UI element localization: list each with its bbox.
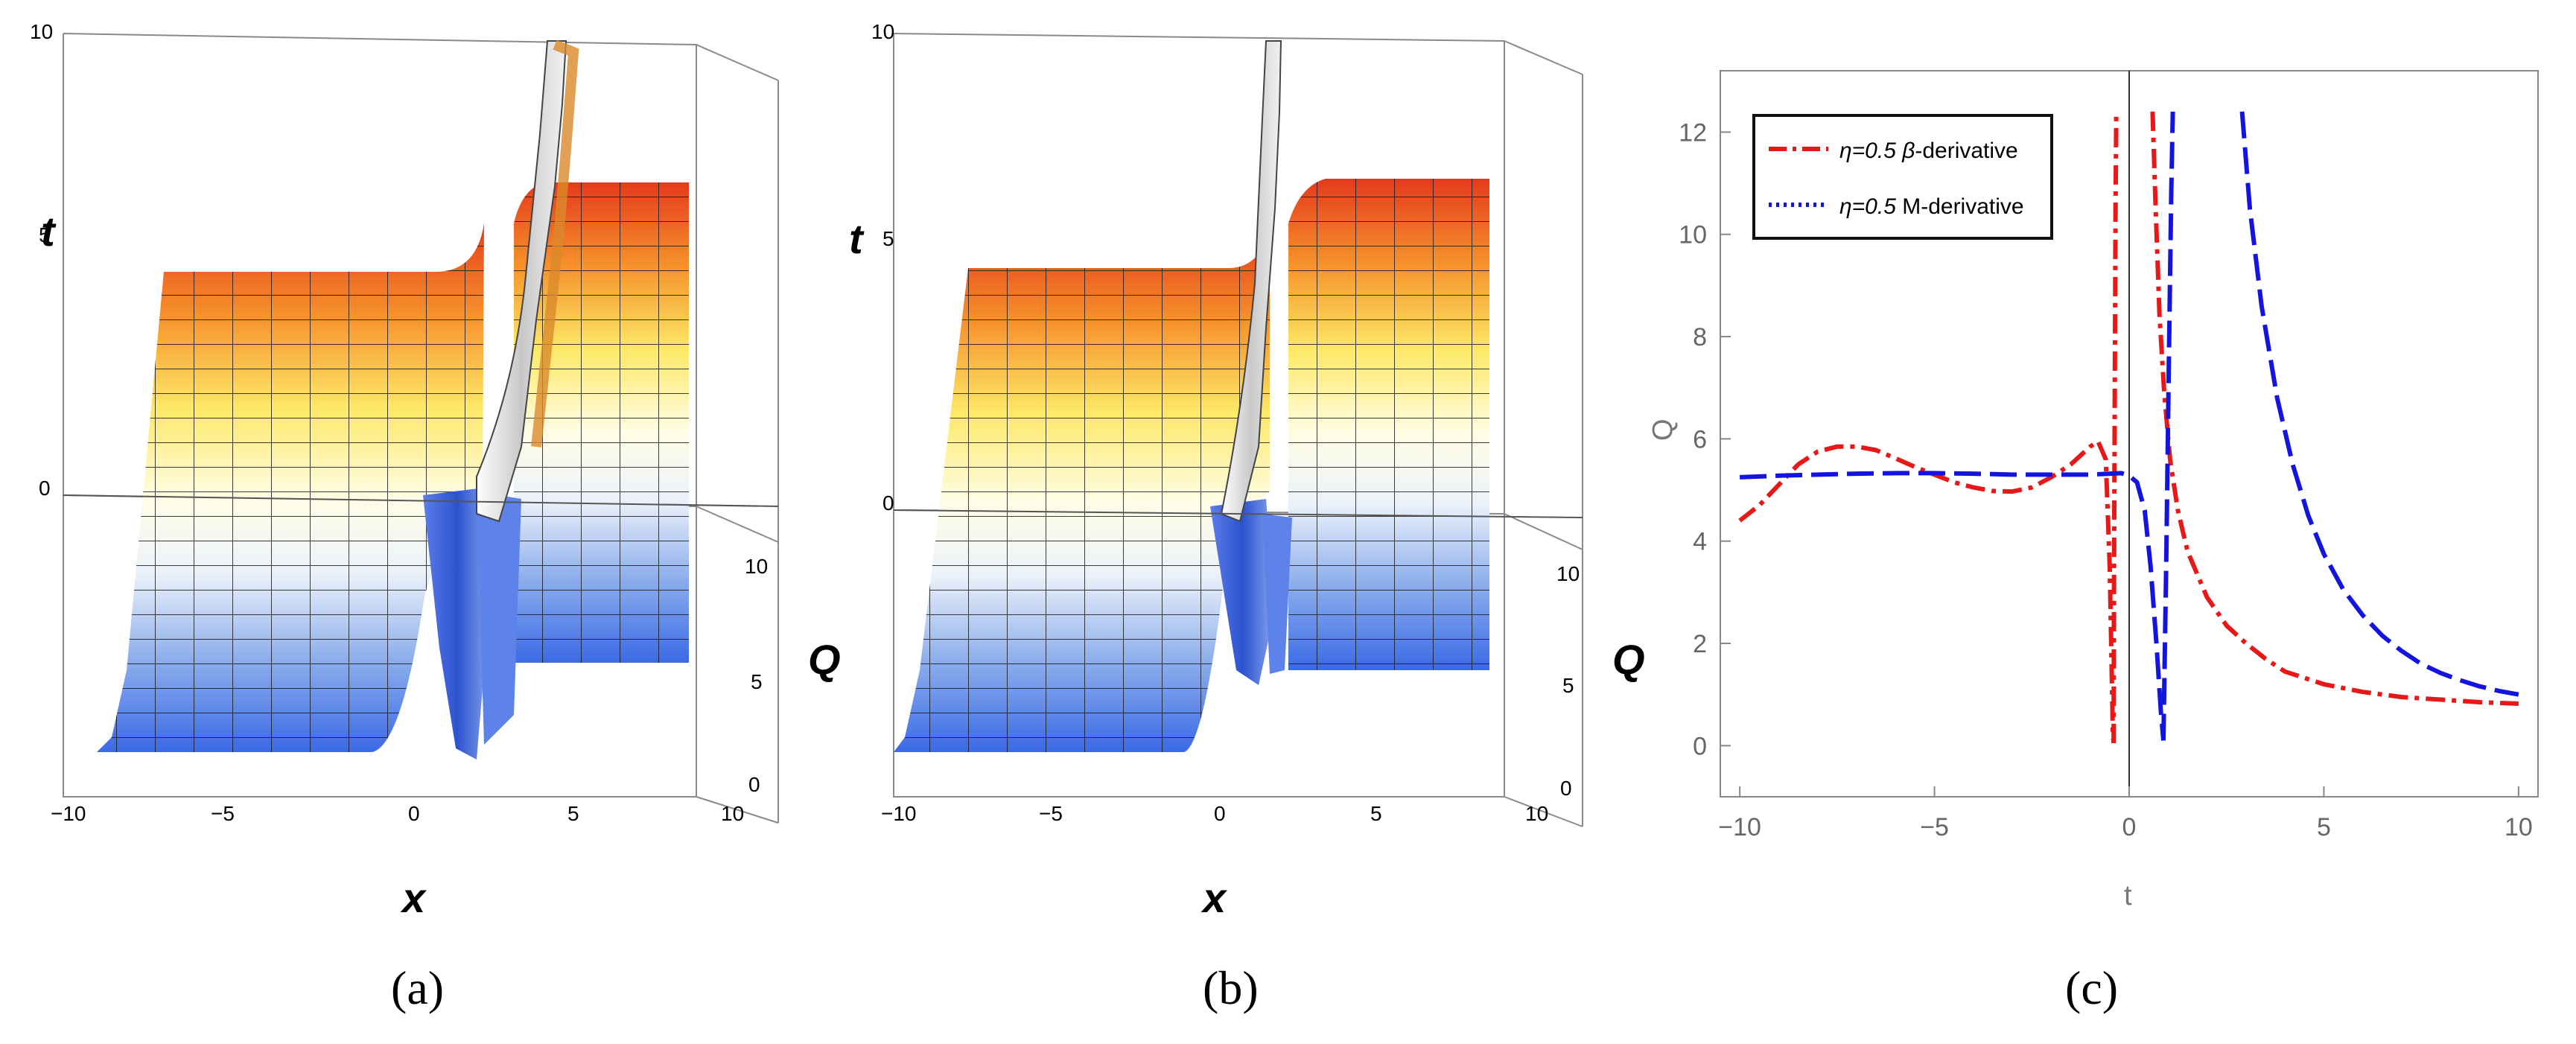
ridge [1220,40,1282,523]
x-tick: 0 [408,802,420,825]
q-tick: 0 [1560,777,1572,800]
singular-wall [423,488,492,760]
series-line-m-segment-2 [2239,111,2519,697]
y-tick-label: 6 [1693,425,1707,453]
singular-wall [1210,499,1275,685]
series-line-beta-segment-0 [1738,439,2117,744]
series-line-m-segment-1 [2161,111,2175,741]
y-tick-label: 12 [1679,118,1707,147]
q-axis-label: Q [808,636,841,683]
legend-entry-beta: η=0.5 β-derivative [1839,139,2018,163]
y-tick-label: 4 [1693,528,1707,556]
x-tick: 10 [721,802,744,825]
x-tick-label: 10 [2505,813,2533,841]
t-tick: 5 [39,223,51,246]
q-tick: 10 [745,555,768,578]
t-axis-label: t [849,215,865,262]
panel-label-c: (c) [2065,961,2118,1014]
legend-prefix: η=0.5 [1839,194,1902,219]
x-tick-label: 0 [2122,813,2137,841]
x-axis-label: x [1200,874,1228,921]
series-line-beta-segment-1 [2111,111,2119,743]
series-group [1738,111,2519,744]
t-axis-label: t [41,208,57,255]
line-chart-c: −10 −5 0 5 10 0 2 4 6 8 10 12 η=0.5 β-derivative η=… [1647,70,2539,1014]
legend-suffix: M-derivative [1902,194,2023,219]
legend: η=0.5 β-derivative η=0.5 M-derivative [1752,114,2053,240]
y-tick-label: 2 [1693,630,1707,658]
x-tick-label: −5 [1920,813,1949,841]
x-tick: −10 [881,802,917,825]
series-line-m-segment-0 [1739,471,2166,741]
t-ticks: 10 5 0 [30,20,53,500]
series-line-beta-segment-2 [2150,111,2519,706]
x-tick: 10 [1525,802,1548,825]
q-tick: 5 [751,670,763,693]
q-ticks: 10 5 0 [1556,562,1580,800]
x-axis-label: x [400,874,427,921]
legend-entry-m: η=0.5 M-derivative [1839,194,2024,219]
surface-plot-b: −10 −5 0 5 10 10 5 0 10 5 0 x t Q (b) [849,20,1645,1014]
q-tick: 5 [1562,674,1574,697]
axis-ticks: −10 −5 0 5 10 0 2 4 6 8 10 12 [1679,71,2533,841]
y-tick-label: 10 [1679,221,1707,249]
x-tick: 5 [567,802,579,825]
ridge [476,40,567,523]
x-axis-label: t [2124,880,2132,911]
legend-prefix: η=0.5 [1839,139,1902,163]
q-tick: 0 [748,773,760,796]
t-tick: 10 [871,20,894,43]
x-tick: −5 [1039,802,1063,825]
q-ticks: 10 5 0 [745,555,768,796]
x-tick: −5 [211,802,235,825]
x-tick-label: 5 [2317,813,2331,841]
x-tick-label: −10 [1718,813,1761,841]
x-ticks: −10 −5 0 5 10 [881,802,1548,825]
panel-label-b: (b) [1203,961,1259,1014]
y-tick-label: 0 [1693,732,1707,760]
x-ticks: −10 −5 0 5 10 [51,802,744,825]
x-tick: −10 [51,802,86,825]
t-tick: 0 [882,491,894,515]
y-axis-label: Q [1647,418,1679,441]
x-tick: 5 [1370,802,1382,825]
legend-suffix: -derivative [1915,139,2017,163]
legend-symbol: β [1901,139,1915,163]
q-tick: 10 [1556,562,1580,585]
t-ticks: 10 5 0 [871,20,894,515]
t-tick: 10 [30,20,53,43]
surface-plot-a: −10 −5 0 5 10 10 5 0 10 5 0 x t Q (a) [30,20,841,1014]
y-tick-label: 8 [1693,323,1707,351]
legend-box [1752,114,2053,240]
t-tick: 0 [39,477,51,500]
x-tick: 0 [1214,802,1226,825]
t-tick: 5 [882,227,894,250]
panel-label-a: (a) [391,961,444,1014]
q-axis-label: Q [1612,636,1645,683]
